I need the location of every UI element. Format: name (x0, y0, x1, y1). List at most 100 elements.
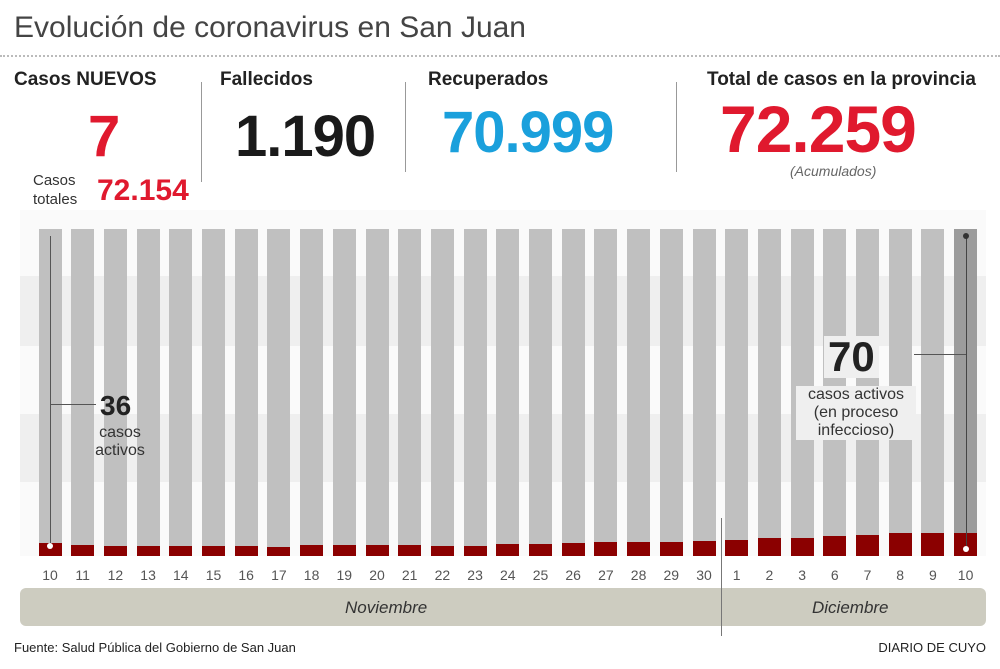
x-tick-label: 30 (696, 567, 712, 583)
divider (201, 82, 202, 182)
bar-background (103, 229, 127, 556)
bar-active-cases (169, 546, 193, 556)
total-cases-label-1: Casos (33, 172, 76, 189)
recovered-label: Recuperados (428, 69, 549, 90)
deaths-value: 1.190 (235, 104, 376, 169)
divider (405, 82, 406, 172)
source-text: Fuente: Salud Pública del Gobierno de Sa… (14, 640, 296, 655)
x-tick-label: 19 (336, 567, 353, 583)
bar-active-cases (954, 533, 978, 556)
bar-background (921, 229, 945, 556)
bar-active-cases (725, 539, 749, 556)
brand-text: DIARIO DE CUYO (878, 640, 986, 655)
x-tick-label: 24 (500, 567, 516, 583)
bar-active-cases (594, 542, 618, 556)
x-tick-label: 10 (957, 567, 974, 583)
month-band (20, 588, 986, 626)
x-tick-label: 13 (140, 567, 156, 583)
bar-background (332, 229, 356, 556)
x-tick-label: 6 (830, 567, 839, 583)
x-tick-label: 18 (303, 567, 320, 583)
annotation-line: activos (95, 442, 145, 459)
bar-active-cases (888, 533, 912, 556)
bar-background (757, 229, 781, 556)
bar-background (71, 229, 95, 556)
province-total-label: Total de casos en la provincia (707, 69, 976, 90)
bar-background (267, 229, 291, 556)
x-tick-label: 12 (107, 567, 124, 583)
bar-active-cases (823, 535, 847, 556)
annotation-leader (50, 404, 96, 405)
x-tick-label: 9 (928, 567, 937, 583)
bar-active-cases (202, 546, 225, 556)
annotation-text-end: casos activos (en proceso infeccioso) (796, 386, 916, 440)
bar-active-cases (627, 542, 651, 556)
bar-active-cases (136, 546, 160, 556)
annotation-value-start: 36 (100, 390, 132, 421)
annotation-leader (50, 236, 51, 546)
annotation-line: infeccioso) (817, 422, 895, 439)
new-cases-label: Casos NUEVOS (14, 69, 157, 90)
x-tick-label: 17 (271, 567, 287, 583)
annotation-line: casos activos (807, 386, 905, 403)
bar-background (300, 229, 324, 556)
total-cases-value: 72.154 (97, 174, 189, 207)
bar-background (202, 229, 225, 556)
bar-background (659, 229, 683, 556)
bar-active-cases (103, 546, 127, 556)
bar-background (594, 229, 618, 556)
deaths-label: Fallecidos (220, 69, 313, 90)
month-label-november: Noviembre (345, 598, 428, 617)
x-tick-label: 3 (798, 567, 806, 583)
divider (676, 82, 677, 172)
x-tick-label: 8 (896, 567, 905, 583)
annotation-dot (47, 543, 53, 549)
bar-active-cases (300, 545, 324, 556)
x-tick-label: 28 (630, 567, 647, 583)
bar-background (463, 229, 487, 556)
bar-active-cases (561, 543, 585, 556)
bar-active-cases (365, 545, 389, 556)
x-tick-label: 7 (863, 567, 872, 583)
bar-background (627, 229, 651, 556)
x-tick-label: 25 (532, 567, 549, 583)
bar-active-cases (463, 546, 487, 556)
x-tick-label: 29 (663, 567, 680, 583)
bar-active-cases (757, 538, 781, 556)
bar-active-cases (496, 544, 520, 556)
bar-background (725, 229, 749, 556)
bar-active-cases (790, 538, 814, 556)
bar-active-cases (430, 546, 454, 556)
page-title: Evolución de coronavirus en San Juan (14, 11, 526, 44)
month-label-december: Diciembre (812, 598, 889, 617)
bar-active-cases (267, 547, 291, 556)
annotation-line: casos (99, 424, 141, 441)
annotation-leader (966, 236, 967, 546)
x-tick-label: 20 (369, 567, 385, 583)
annotation-dot (963, 233, 969, 239)
annotation-leader (914, 354, 966, 355)
bar-background (692, 229, 716, 556)
bar-active-cases (398, 545, 422, 556)
recovered-value: 70.999 (442, 100, 614, 165)
x-tick-label: 14 (173, 567, 189, 583)
x-tick-label: 15 (205, 567, 222, 583)
month-divider (721, 518, 722, 636)
bar-active-cases (529, 543, 552, 556)
province-total-value: 72.259 (720, 92, 917, 166)
province-total-note: (Acumulados) (790, 163, 877, 179)
x-tick-label: 23 (467, 567, 483, 583)
annotation-text-start: casos activos (82, 424, 158, 460)
bar-background (561, 229, 585, 556)
x-tick-label: 22 (434, 567, 451, 583)
total-cases-label-2: totales (33, 191, 78, 208)
bar-background (234, 229, 258, 556)
bar-background (136, 229, 160, 556)
bar-background (529, 229, 552, 556)
bar-background (365, 229, 389, 556)
bar-background (430, 229, 454, 556)
bar-active-cases (234, 546, 258, 556)
bar-active-cases (332, 545, 356, 556)
bar-active-cases (921, 533, 945, 556)
